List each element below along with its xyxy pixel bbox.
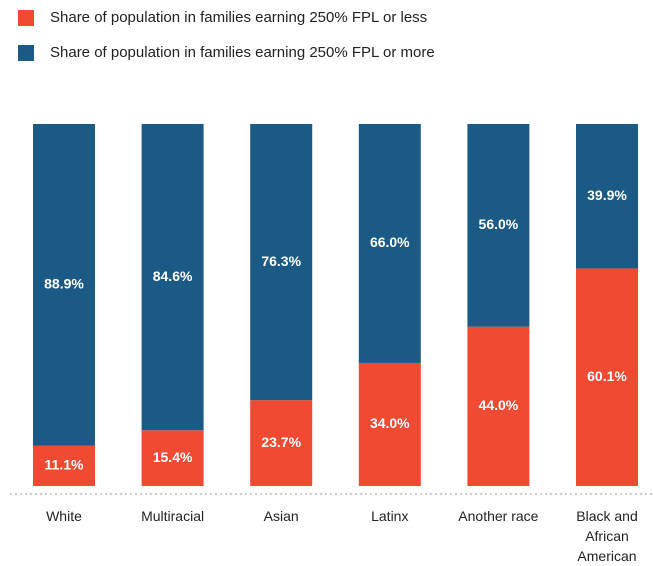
value-label: 44.0% <box>479 397 519 413</box>
bar-segment <box>467 326 530 486</box>
legend-swatch <box>18 10 34 26</box>
x-tick-label: Another race <box>458 508 539 524</box>
bar-segment <box>576 268 638 486</box>
value-label: 15.4% <box>153 449 193 465</box>
x-tick-label: Latinx <box>371 508 409 524</box>
x-tick-label: White <box>46 508 82 524</box>
value-label: 84.6% <box>153 268 193 284</box>
value-label: 60.1% <box>587 368 627 384</box>
bar-segment <box>250 124 313 401</box>
value-label: 11.1% <box>45 457 84 473</box>
bar-segment <box>467 124 530 327</box>
bar-segment <box>33 124 95 446</box>
bar-segment <box>576 124 638 269</box>
x-tick-label: Black and African American <box>576 508 638 564</box>
legend-label: Share of population in families earning … <box>50 9 427 26</box>
bar-segment <box>250 400 313 486</box>
value-label: 56.0% <box>479 216 519 232</box>
value-label: 34.0% <box>370 415 410 431</box>
value-label: 76.3% <box>261 253 301 269</box>
bar-segment <box>33 445 95 486</box>
bar-segment <box>358 362 421 486</box>
value-label: 23.7% <box>261 434 301 450</box>
bar-segment <box>141 430 204 486</box>
bar-segment <box>358 124 421 363</box>
value-label: 66.0% <box>370 234 410 250</box>
bar-segment <box>141 124 204 431</box>
value-label: 88.9% <box>44 276 84 292</box>
x-tick-label: Multiracial <box>141 508 205 524</box>
legend-label: Share of population in families earning … <box>50 44 435 61</box>
x-tick-label: Asian <box>263 508 299 524</box>
legend-swatch <box>18 45 34 61</box>
value-label: 39.9% <box>587 187 627 203</box>
